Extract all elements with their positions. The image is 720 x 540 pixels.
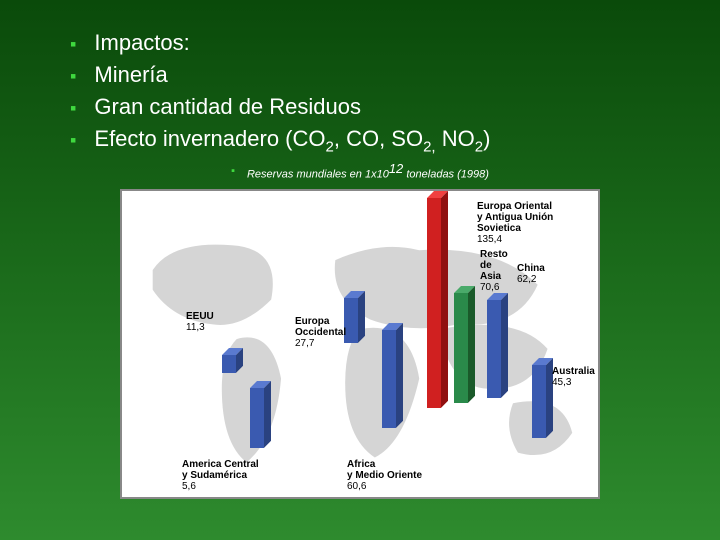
bar-eeuu (222, 348, 243, 373)
region-label: America Centraly Sudamérica5,6 (182, 459, 259, 492)
bullet-text: Impactos: (94, 30, 189, 56)
square-bullet-icon: ▪ (70, 66, 76, 87)
caption-suffix: toneladas (1998) (403, 169, 489, 181)
bar-europa (344, 291, 365, 343)
chart-caption: ▪ Reservas mundiales en 1x1012 toneladas… (0, 161, 720, 181)
reserves-chart: EEUU11,3 America Centraly Sudamérica5,6 Eu… (120, 189, 600, 499)
bullet-text: Minería (94, 62, 167, 88)
square-bullet-icon: ▪ (70, 34, 76, 55)
bullet-item: ▪ Impactos: (70, 30, 720, 56)
square-bullet-icon: ▪ (231, 165, 235, 177)
region-label: EuropaOccidental27,7 (295, 316, 346, 349)
region-label: RestodeAsia70,6 (480, 249, 508, 293)
caption-text: Reservas mundiales en 1x1012 toneladas (… (247, 161, 489, 181)
square-bullet-icon: ▪ (70, 130, 76, 151)
bullet-item: ▪ Minería (70, 62, 720, 88)
bar-europa (427, 191, 448, 408)
region-label: Australia45,3 (552, 366, 595, 388)
caption-exponent: 12 (389, 161, 403, 176)
region-label: China62,2 (517, 263, 545, 285)
caption-prefix: Reservas mundiales en 1x10 (247, 169, 389, 181)
bullet-text: Gran cantidad de Residuos (94, 94, 361, 120)
bullet-item: ▪ Gran cantidad de Residuos (70, 94, 720, 120)
region-label: EEUU11,3 (186, 311, 214, 333)
bar-africa (382, 323, 403, 428)
bar-china (487, 293, 508, 398)
bullet-list: ▪ Impactos: ▪ Minería ▪ Gran cantidad de… (0, 0, 720, 155)
bar-resto (454, 286, 475, 403)
bullet-item: ▪ Efecto invernadero (CO2, CO, SO2, NO2) (70, 126, 720, 155)
region-label: Europa Orientaly Antigua Unión Sovietica… (477, 201, 598, 245)
square-bullet-icon: ▪ (70, 98, 76, 119)
bar-australia (532, 358, 553, 438)
bar-america (250, 381, 271, 448)
bullet-text-gases: Efecto invernadero (CO2, CO, SO2, NO2) (94, 126, 490, 155)
region-label: Africay Medio Oriente60,6 (347, 459, 422, 492)
